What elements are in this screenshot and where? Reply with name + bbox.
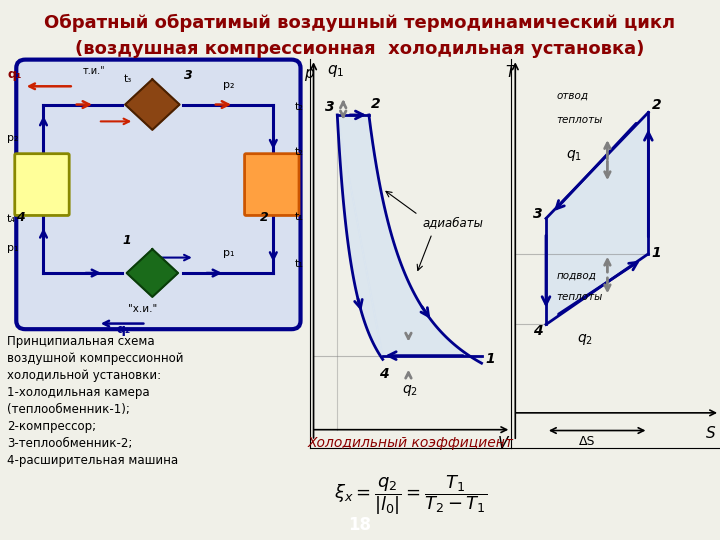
Text: Принципиальная схема
воздушной компрессионной
холодильной установки:
1-холодильн: Принципиальная схема воздушной компресси…: [7, 335, 184, 467]
Text: 2: 2: [260, 211, 269, 224]
Text: t₁: t₁: [294, 212, 303, 222]
Text: 1: 1: [122, 233, 131, 247]
Polygon shape: [127, 249, 178, 297]
Text: адиабаты: адиабаты: [422, 216, 483, 229]
Text: 2: 2: [371, 97, 380, 111]
Text: p₂: p₂: [7, 133, 19, 143]
Text: $q_1$: $q_1$: [567, 148, 582, 164]
Text: t₁: t₁: [294, 259, 303, 269]
Text: Холодильный коэффициент: Холодильный коэффициент: [307, 436, 513, 450]
FancyBboxPatch shape: [15, 154, 69, 215]
Text: 2: 2: [652, 98, 661, 112]
Polygon shape: [337, 115, 482, 363]
Text: T: T: [505, 65, 514, 80]
Text: $q_2$: $q_2$: [577, 332, 593, 347]
Text: $q_1$: $q_1$: [328, 63, 345, 79]
Text: t₂: t₂: [294, 147, 303, 157]
Text: Обратный обратимый воздушный термодинамический цикл: Обратный обратимый воздушный термодинами…: [45, 14, 675, 32]
FancyBboxPatch shape: [17, 59, 300, 329]
Text: 18: 18: [348, 516, 372, 534]
Text: S: S: [706, 426, 715, 441]
Text: 1: 1: [652, 246, 661, 260]
Text: q₁: q₁: [7, 68, 22, 81]
Polygon shape: [125, 79, 179, 130]
Text: отвод: отвод: [557, 90, 588, 100]
Text: теплоты: теплоты: [557, 115, 603, 125]
Text: 3: 3: [184, 69, 193, 82]
Text: $q_2$: $q_2$: [402, 383, 418, 397]
Polygon shape: [546, 112, 648, 325]
Text: 3: 3: [325, 100, 335, 114]
Text: 4: 4: [533, 324, 542, 338]
Text: t₃: t₃: [124, 74, 132, 84]
Text: p₂: p₂: [223, 80, 235, 90]
Text: t₂: t₂: [294, 102, 303, 112]
Text: $\xi_x = \dfrac{q_2}{|l_0|} = \dfrac{T_1}{T_2 - T_1}$: $\xi_x = \dfrac{q_2}{|l_0|} = \dfrac{T_1…: [334, 474, 487, 517]
Text: V: V: [498, 436, 508, 451]
Text: 3: 3: [533, 207, 542, 221]
FancyBboxPatch shape: [245, 154, 299, 215]
Text: ΔS: ΔS: [579, 435, 595, 448]
Text: 4: 4: [17, 211, 25, 224]
Text: 4: 4: [379, 367, 388, 381]
Text: 1: 1: [485, 352, 495, 366]
Text: q₂: q₂: [116, 323, 130, 336]
Text: (воздушная компрессионная  холодильная установка): (воздушная компрессионная холодильная ус…: [76, 40, 644, 58]
Text: теплоты: теплоты: [557, 292, 603, 302]
Text: "х.и.": "х.и.": [128, 305, 158, 314]
Text: p: p: [304, 66, 313, 81]
Text: t₄: t₄: [7, 214, 16, 225]
Text: подвод: подвод: [557, 271, 596, 281]
Text: p₁: p₁: [7, 242, 19, 253]
Text: p₁: p₁: [223, 248, 235, 258]
Text: т.и.": т.и.": [83, 66, 105, 76]
